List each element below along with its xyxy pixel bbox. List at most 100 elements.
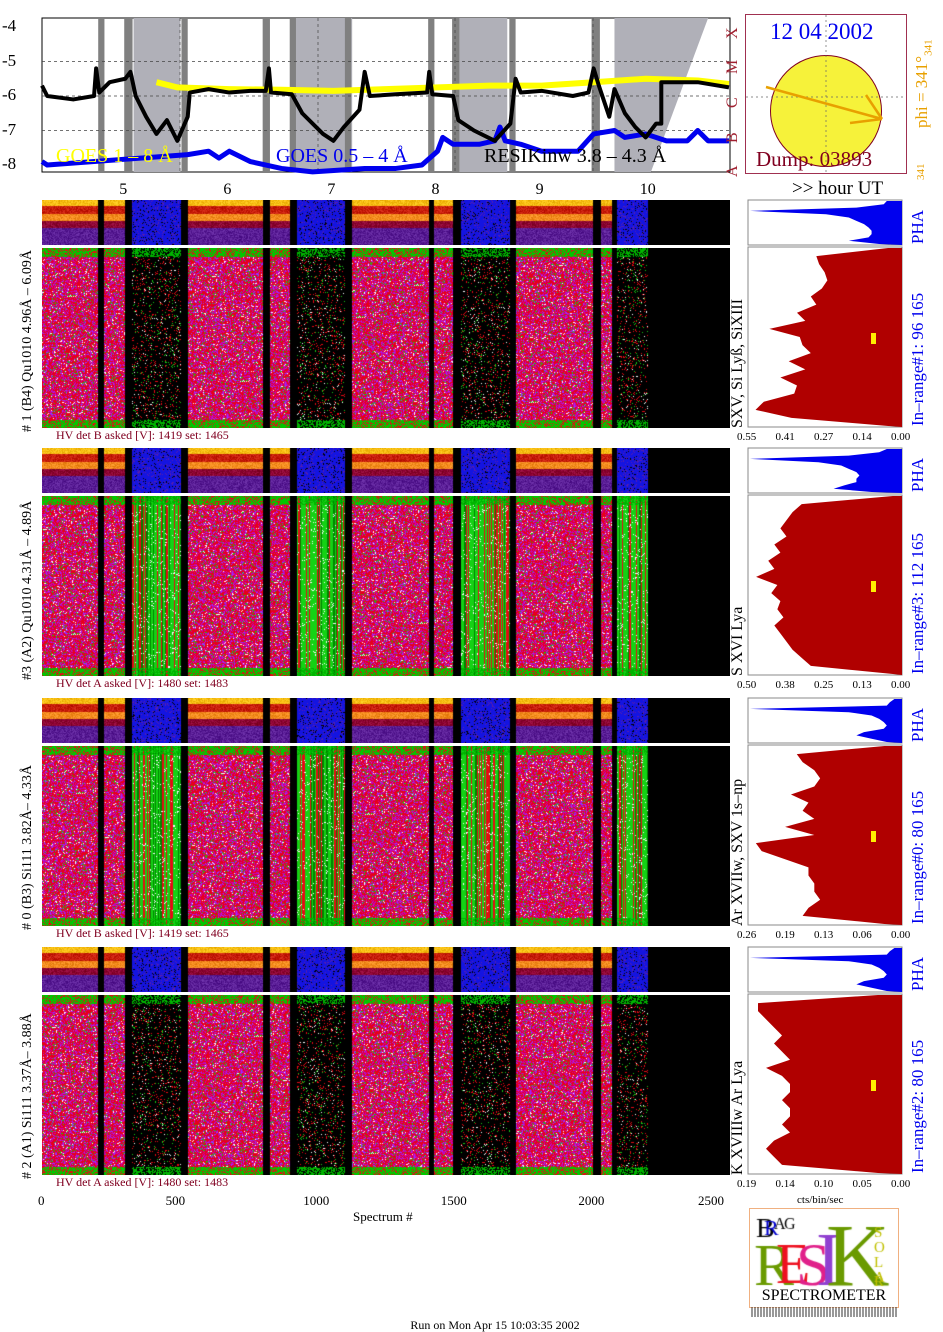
in-range-label: In–range#2: 80 165 [908,1039,927,1173]
line-profile [755,746,902,925]
data-gap-bar [262,18,270,172]
hour-tick-label: 9 [535,181,544,198]
pha-label: PHA [908,956,927,991]
data-gap-bar [591,18,600,172]
profile-tick-label: 0.55 [737,431,757,443]
profile-plot [747,199,903,428]
hv-setting-label: HV det B asked [V]: 1419 set: 1465 [56,926,229,940]
profile-tick-label: 0.00 [891,1178,911,1190]
spectrum-spectrogram [42,248,730,428]
profile-tick-label: 0.26 [737,929,757,941]
profile-tick-label: 0.19 [737,1178,757,1190]
pha-histogram [750,699,902,743]
spectrum-spectrogram [42,995,730,1175]
emission-line-label: Ar XVIIw, SXV 1s–np [729,778,746,926]
resik-logo-lettering [750,1209,898,1287]
panel-channel-label: # 1 (B4) Qu1010 4.96Å – 6.09Å [20,250,35,432]
profile-axis-title: cts/bin/sec [797,1194,844,1206]
hv-setting-label: HV det B asked [V]: 1419 set: 1465 [56,428,229,442]
logo-caption: SPECTROMETER [761,1287,887,1304]
pha-histogram [750,948,902,992]
dump-label: Dump: 03893 [756,147,873,171]
x-axis-title: Spectrum # [353,1209,413,1224]
profile-plot [747,697,903,926]
pha-histogram [750,449,902,493]
in-range-marker [871,333,876,344]
profile-tick-label: 0.50 [737,679,757,691]
legend-goes-short: GOES 0.5 – 4 Å [276,145,408,167]
data-gap-bar [452,18,460,172]
series-line-2 [40,66,730,143]
hour-tick-label: 8 [431,181,440,198]
line-profile [756,496,902,675]
hour-tick-label: 7 [327,181,336,198]
data-gap-bar [124,18,133,172]
pha-label: PHA [908,209,927,244]
hv-setting-label: HV det A asked [V]: 1480 set: 1483 [56,1175,229,1189]
pointing-arrow-icon [746,15,906,173]
phi-label: phi = 341°341 [912,39,934,128]
series-line-1 [40,124,729,175]
hour-axis-label: >> hour UT [792,178,884,199]
flare-class-label: X [724,27,741,39]
y-tick-label: -7 [2,119,17,139]
line-profile [758,995,902,1174]
profile-tick-label: 0.00 [891,431,911,443]
flare-class-label: A [724,165,741,177]
in-range-label: In–range#3: 112 165 [908,532,927,674]
pha-spectrogram [42,448,730,493]
pha-histogram [750,201,902,245]
run-timestamp: Run on Mon Apr 15 10:03:35 2002 [410,1318,580,1332]
data-gap-bar [344,18,352,172]
legend-goes-long: GOES 1 – 8 Å [56,145,173,167]
phi-subscript: 341 [922,39,935,56]
in-range-label: In–range#1: 96 165 [908,292,927,426]
pha-spectrogram [42,947,730,992]
panel-channel-label: # 0 (B3) Si111 3.82Å– 4.33Å [20,764,35,930]
x-tick-label: 1500 [440,1193,467,1208]
y-tick-label: -4 [2,16,17,35]
profile-tick-label: 0.25 [814,679,834,691]
profile-plot [747,447,903,676]
pha-spectrogram [42,200,730,245]
hv-setting-label: HV det A asked [V]: 1480 set: 1483 [56,676,229,690]
resik-logo: SPECTROMETER [749,1208,899,1308]
spectrum-spectrogram [42,496,730,676]
sun-position-panel: 12 04 2002 Dump: 03893 [745,14,907,174]
profile-tick-label: 0.13 [852,679,872,691]
hour-tick-label: 5 [119,181,128,198]
hour-tick-label: 6 [223,181,232,198]
profile-tick-label: 0.06 [852,929,872,941]
x-tick-label: 2500 [698,1193,724,1208]
x-tick-label: 2000 [578,1193,605,1208]
series-line-0 [155,75,730,94]
panel-channel-label: #3 (A2) Qu1010 4.31Å – 4.89Å [20,500,35,680]
night-band [291,18,353,172]
night-band [133,18,181,172]
profile-tick-label: 0.41 [775,431,795,443]
profile-tick-label: 0.19 [775,929,795,941]
panel-channel-label: # 2 (A1) Si111 3.37Å– 3.88Å [20,1013,35,1179]
phi-small-label: 341 [915,163,927,181]
profile-tick-label: 0.00 [891,679,911,691]
flare-class-label: M [724,59,741,74]
profile-tick-label: 0.05 [852,1178,872,1190]
flare-class-label: C [724,97,741,108]
emission-line-label: SXV, Si Lyß, SiXIII [729,298,746,428]
goes-lightcurve-svg [40,17,731,175]
in-range-label: In–range#0: 80 165 [908,790,927,924]
hour-tick-label: 10 [639,181,656,198]
logo-fine-print [751,1307,897,1317]
profile-plot [747,946,903,1175]
y-tick-label: -5 [2,50,17,70]
in-range-marker [871,1080,876,1091]
profile-tick-label: 0.10 [814,1178,834,1190]
phi-value: phi = 341° [912,55,931,128]
spectrum-spectrogram [42,746,730,926]
x-tick-label: 0 [38,1193,45,1208]
x-tick-label: 1000 [303,1193,330,1208]
pha-label: PHA [908,707,927,742]
profile-tick-label: 0.00 [891,929,911,941]
date-label: 12 04 2002 [770,19,874,44]
data-gap-bar [98,18,105,172]
